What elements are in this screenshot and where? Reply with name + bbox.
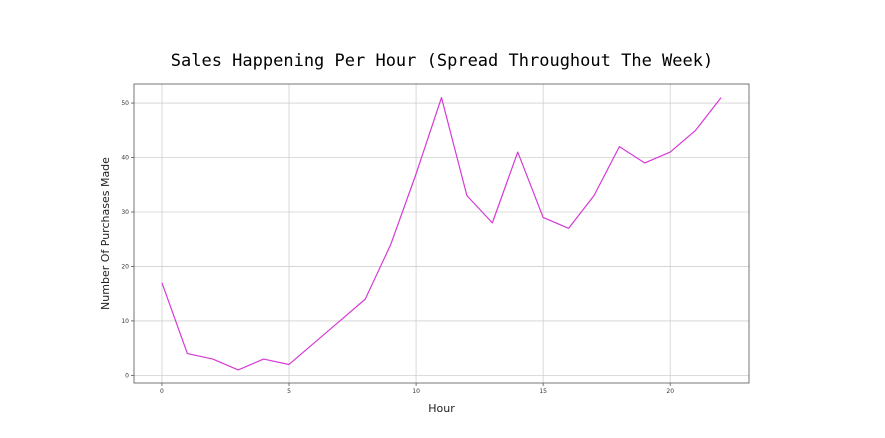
series-group <box>161 97 722 371</box>
y-tick-label: 40 <box>121 155 129 162</box>
plot-frame <box>133 83 750 384</box>
chart-title: Sales Happening Per Hour (Spread Through… <box>171 51 713 71</box>
y-tick-label: 0 <box>125 372 129 379</box>
y-tick-label: 10 <box>121 318 129 325</box>
x-tick-label: 5 <box>287 388 291 395</box>
x-tick-label: 15 <box>539 388 547 395</box>
x-tick-label: 10 <box>412 388 420 395</box>
axis-ticks: 0 5 10 15 20 0 10 20 30 40 50 <box>121 100 674 395</box>
y-tick-label: 50 <box>121 100 129 107</box>
x-tick-label: 0 <box>160 388 164 395</box>
x-tick-label: 20 <box>666 388 674 395</box>
y-tick-label: 30 <box>121 209 129 216</box>
x-axis-label: Hour <box>428 402 455 415</box>
y-axis-label: Number Of Purchases Made <box>99 157 112 310</box>
y-tick-label: 20 <box>121 263 129 270</box>
series-line-0 <box>161 97 722 371</box>
grid <box>134 84 749 383</box>
